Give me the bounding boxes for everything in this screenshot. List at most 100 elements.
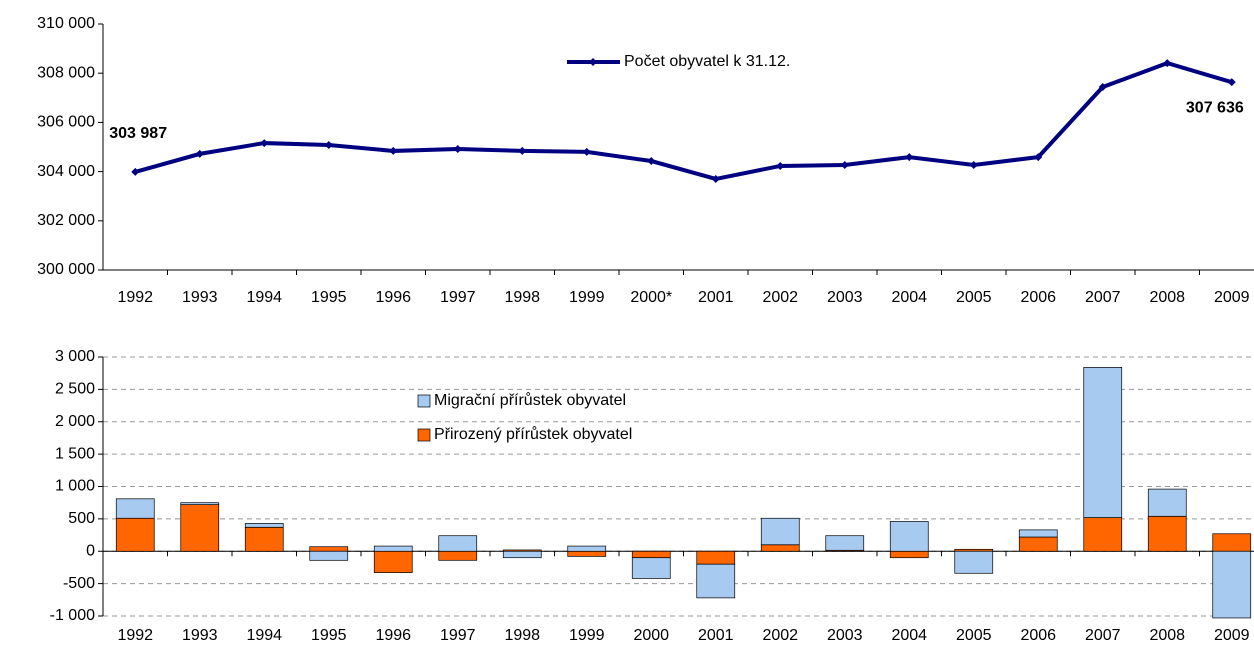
x-tick-label: 1995 bbox=[311, 289, 347, 306]
marker bbox=[905, 153, 914, 162]
bar bbox=[438, 550, 478, 561]
y-tick-label: 306 000 bbox=[37, 114, 95, 131]
marker bbox=[776, 161, 785, 170]
x-tick-label: 2004 bbox=[891, 627, 927, 644]
marker bbox=[453, 144, 462, 153]
bar bbox=[631, 557, 671, 579]
bar bbox=[760, 517, 800, 546]
x-tick-label: 2005 bbox=[956, 627, 992, 644]
x-tick-label: 2007 bbox=[1085, 627, 1121, 644]
bar bbox=[1083, 517, 1123, 552]
bar bbox=[115, 517, 155, 552]
y-tick-label: 310 000 bbox=[37, 15, 95, 32]
bar bbox=[696, 563, 736, 599]
marker bbox=[324, 141, 333, 150]
x-tick-label: 1994 bbox=[246, 289, 282, 306]
marker bbox=[711, 174, 720, 183]
marker bbox=[969, 160, 978, 169]
x-tick-label: 1992 bbox=[117, 289, 153, 306]
y-tick-label: 3 000 bbox=[55, 348, 95, 365]
marker bbox=[389, 146, 398, 155]
x-tick-label: 1998 bbox=[504, 289, 540, 306]
bar bbox=[1147, 515, 1187, 552]
bar bbox=[1018, 529, 1058, 538]
x-tick-label: 1994 bbox=[246, 627, 282, 644]
x-tick-label: 2001 bbox=[698, 627, 734, 644]
bar bbox=[567, 550, 607, 557]
data-label: 307 636 bbox=[1186, 99, 1244, 116]
bar bbox=[502, 550, 542, 559]
bar bbox=[373, 550, 413, 573]
bar bbox=[760, 544, 800, 552]
x-tick-label: 2008 bbox=[1149, 627, 1185, 644]
x-tick-label: 1997 bbox=[440, 627, 476, 644]
y-tick-label: 302 000 bbox=[37, 212, 95, 229]
x-tick-label: 1993 bbox=[182, 627, 218, 644]
bar bbox=[825, 535, 865, 551]
bar bbox=[244, 526, 284, 552]
marker bbox=[131, 167, 140, 176]
x-tick-label: 1998 bbox=[504, 627, 540, 644]
x-tick-label: 1996 bbox=[375, 627, 411, 644]
marker bbox=[260, 139, 269, 148]
x-tick-label: 2005 bbox=[956, 289, 992, 306]
bar bbox=[631, 550, 671, 559]
y-tick-label: 300 000 bbox=[37, 261, 95, 278]
y-tick-label: 1 000 bbox=[55, 478, 95, 495]
marker bbox=[1227, 78, 1236, 87]
marker bbox=[1034, 153, 1043, 162]
x-tick-label: 1995 bbox=[311, 627, 347, 644]
bar bbox=[309, 546, 349, 552]
legend-swatch bbox=[417, 394, 431, 408]
x-tick-label: 2006 bbox=[1020, 627, 1056, 644]
legend-label: Počet obyvatel k 31.12. bbox=[624, 53, 790, 70]
y-tick-label: 308 000 bbox=[37, 64, 95, 81]
bar bbox=[180, 504, 220, 552]
x-tick-label: 1992 bbox=[117, 627, 153, 644]
bar bbox=[115, 498, 155, 519]
legend-label: Migrační přírůstek obyvatel bbox=[434, 391, 626, 409]
y-tick-label: -1 000 bbox=[50, 607, 95, 624]
marker bbox=[840, 160, 849, 169]
y-tick-label: 304 000 bbox=[37, 163, 95, 180]
bar bbox=[889, 550, 929, 559]
marker bbox=[518, 146, 527, 155]
bar bbox=[696, 550, 736, 565]
marker bbox=[1163, 59, 1172, 68]
x-tick-label: 2009 bbox=[1214, 627, 1250, 644]
x-tick-label: 1999 bbox=[569, 289, 605, 306]
bar bbox=[1212, 550, 1252, 619]
bar bbox=[1018, 536, 1058, 552]
y-tick-label: 2 000 bbox=[55, 413, 95, 430]
x-tick-label: 2003 bbox=[827, 627, 863, 644]
bar bbox=[309, 550, 349, 561]
legend-label: Přirozený přírůstek obyvatel bbox=[434, 425, 632, 443]
x-tick-label: 2002 bbox=[762, 627, 798, 644]
bar bbox=[244, 523, 284, 528]
marker bbox=[647, 157, 656, 166]
x-tick-label: 1993 bbox=[182, 289, 218, 306]
x-tick-label: 2001 bbox=[698, 289, 734, 306]
x-tick-label: 2004 bbox=[891, 289, 927, 306]
bar bbox=[438, 535, 478, 552]
line bbox=[134, 61, 1233, 182]
bar bbox=[567, 545, 607, 552]
x-tick-label: 2008 bbox=[1149, 289, 1185, 306]
bar bbox=[889, 521, 929, 552]
x-tick-label: 2009 bbox=[1214, 289, 1250, 306]
x-tick-label: 2006 bbox=[1020, 289, 1056, 306]
x-tick-label: 1999 bbox=[569, 627, 605, 644]
legend-marker bbox=[589, 58, 597, 66]
bar bbox=[180, 502, 220, 505]
x-tick-label: 2000* bbox=[630, 289, 672, 306]
data-label: 303 987 bbox=[109, 125, 167, 142]
x-tick-label: 2007 bbox=[1085, 289, 1121, 306]
marker bbox=[195, 149, 204, 158]
x-tick-label: 1996 bbox=[375, 289, 411, 306]
bar bbox=[1083, 367, 1123, 518]
x-tick-label: 1997 bbox=[440, 289, 476, 306]
y-tick-label: 1 500 bbox=[55, 445, 95, 462]
bar bbox=[954, 550, 994, 574]
y-tick-label: 500 bbox=[68, 510, 95, 527]
